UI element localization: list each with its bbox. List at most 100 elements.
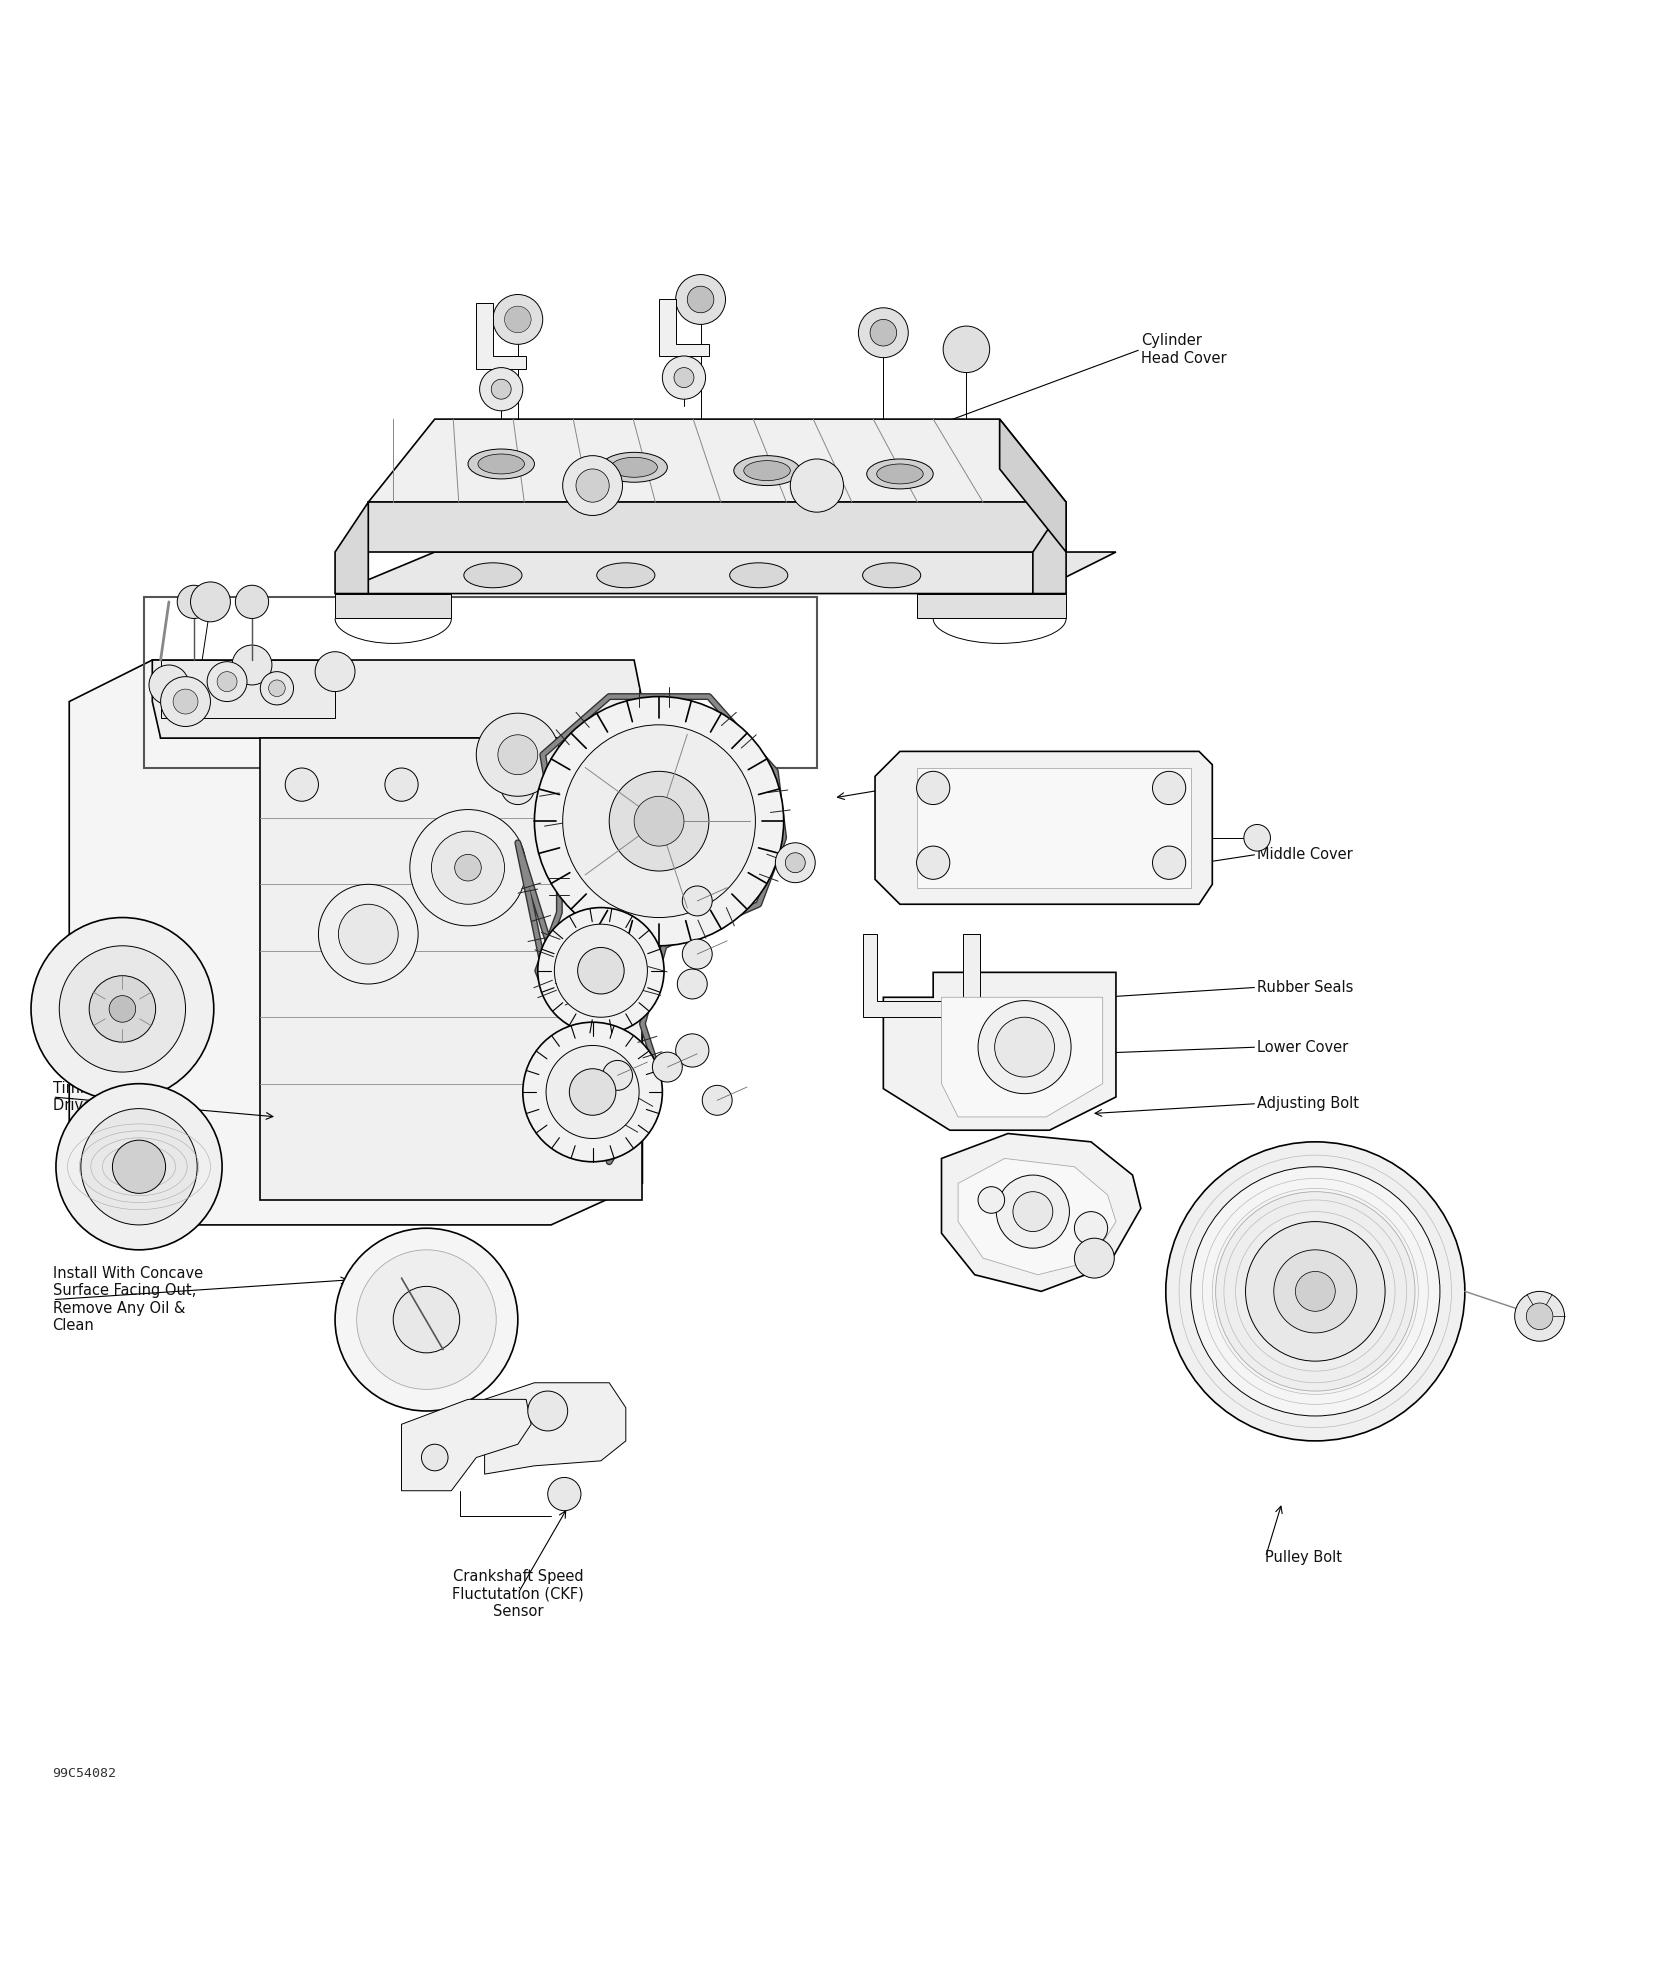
Circle shape <box>682 886 712 915</box>
Circle shape <box>315 651 355 691</box>
Circle shape <box>88 976 155 1043</box>
Circle shape <box>268 681 285 697</box>
Circle shape <box>859 307 909 358</box>
Circle shape <box>477 712 560 797</box>
Circle shape <box>563 724 755 917</box>
Circle shape <box>493 295 543 344</box>
Circle shape <box>148 665 188 705</box>
Text: Timing Belt: Timing Belt <box>1034 758 1115 771</box>
Ellipse shape <box>600 453 667 482</box>
Circle shape <box>917 771 950 805</box>
Polygon shape <box>152 659 642 738</box>
Polygon shape <box>917 594 1067 618</box>
Circle shape <box>505 307 532 333</box>
Polygon shape <box>402 1399 532 1490</box>
Circle shape <box>917 846 950 880</box>
Text: Crankshaft Pulley: Crankshaft Pulley <box>1257 1197 1385 1210</box>
Circle shape <box>338 903 398 964</box>
Text: Install With Concave
Surface Facing Out,
Remove Any Oil &
Clean: Install With Concave Surface Facing Out,… <box>53 1265 203 1332</box>
Ellipse shape <box>597 563 655 588</box>
Ellipse shape <box>743 461 790 480</box>
Circle shape <box>675 1033 708 1067</box>
Circle shape <box>357 1250 497 1389</box>
Text: Lower Cover: Lower Cover <box>1257 1039 1349 1055</box>
Polygon shape <box>1034 502 1067 594</box>
Circle shape <box>1244 825 1270 850</box>
Polygon shape <box>917 768 1190 888</box>
Circle shape <box>687 285 713 313</box>
Circle shape <box>563 457 622 516</box>
Circle shape <box>570 1069 615 1116</box>
Polygon shape <box>959 1159 1115 1275</box>
Circle shape <box>410 809 527 925</box>
Circle shape <box>979 1187 1005 1214</box>
Circle shape <box>1014 1193 1054 1232</box>
Circle shape <box>677 968 707 1000</box>
Circle shape <box>652 1053 682 1082</box>
Circle shape <box>1152 771 1185 805</box>
Circle shape <box>393 1287 460 1352</box>
Circle shape <box>112 1139 165 1193</box>
Circle shape <box>870 319 897 346</box>
Circle shape <box>432 830 505 903</box>
Circle shape <box>523 1021 662 1161</box>
Circle shape <box>335 1228 518 1411</box>
Circle shape <box>790 459 844 512</box>
Circle shape <box>785 852 805 872</box>
Circle shape <box>1075 1212 1107 1246</box>
Circle shape <box>997 1175 1070 1248</box>
Circle shape <box>57 1084 222 1250</box>
Polygon shape <box>884 972 1115 1130</box>
Ellipse shape <box>478 455 525 474</box>
Circle shape <box>260 671 293 705</box>
Circle shape <box>944 327 990 372</box>
Polygon shape <box>477 303 527 370</box>
Circle shape <box>177 584 210 618</box>
Circle shape <box>498 734 538 775</box>
Circle shape <box>1190 1167 1440 1415</box>
Circle shape <box>1274 1250 1357 1332</box>
Circle shape <box>1075 1238 1114 1277</box>
Circle shape <box>318 884 418 984</box>
Circle shape <box>190 583 230 622</box>
Polygon shape <box>875 752 1212 903</box>
Circle shape <box>995 1017 1055 1076</box>
Circle shape <box>577 468 608 502</box>
Circle shape <box>82 1108 197 1224</box>
Circle shape <box>979 1000 1072 1094</box>
Circle shape <box>492 380 512 400</box>
Polygon shape <box>260 738 642 1200</box>
Circle shape <box>480 368 523 411</box>
Circle shape <box>160 677 210 726</box>
Circle shape <box>583 775 617 809</box>
Circle shape <box>547 1045 638 1139</box>
Text: Rubber Seals: Rubber Seals <box>1257 980 1354 994</box>
Polygon shape <box>368 502 1067 553</box>
Circle shape <box>1515 1291 1565 1342</box>
Circle shape <box>1215 1193 1415 1391</box>
Text: Timing Belt
Drive Pulley: Timing Belt Drive Pulley <box>53 1080 140 1114</box>
Polygon shape <box>942 1134 1140 1291</box>
Circle shape <box>528 1391 568 1431</box>
Polygon shape <box>368 419 1067 502</box>
Ellipse shape <box>867 459 934 488</box>
Ellipse shape <box>877 464 924 484</box>
Circle shape <box>602 1061 632 1090</box>
Ellipse shape <box>862 563 920 588</box>
Text: 99C54082: 99C54082 <box>53 1767 117 1779</box>
Circle shape <box>207 661 247 701</box>
Circle shape <box>455 854 482 882</box>
Polygon shape <box>942 998 1102 1118</box>
Circle shape <box>548 1478 582 1511</box>
Circle shape <box>232 646 272 685</box>
Circle shape <box>108 996 135 1021</box>
Polygon shape <box>160 659 335 718</box>
Circle shape <box>633 797 683 846</box>
Circle shape <box>235 584 268 618</box>
Circle shape <box>608 771 708 872</box>
Circle shape <box>535 697 783 947</box>
Text: Crankshaft Speed
Fluctutation (CKF)
Sensor: Crankshaft Speed Fluctutation (CKF) Sens… <box>452 1568 583 1618</box>
Ellipse shape <box>733 457 800 486</box>
Circle shape <box>502 771 535 805</box>
Circle shape <box>682 939 712 968</box>
